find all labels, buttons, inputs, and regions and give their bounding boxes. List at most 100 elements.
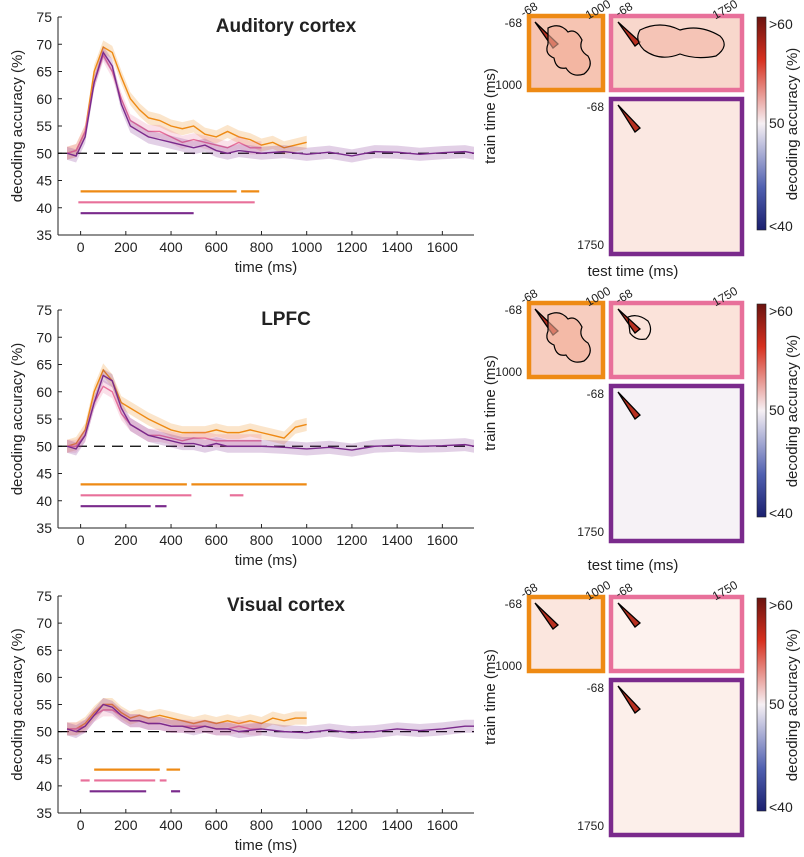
- x-tick-label: 0: [77, 532, 85, 548]
- y-tick-label: 40: [36, 493, 52, 509]
- colorbar-label: decoding accuracy (%): [784, 335, 801, 488]
- x-tick-label: 1400: [382, 532, 413, 548]
- colorbar: [756, 303, 767, 518]
- panel-title: Auditory cortex: [216, 16, 357, 37]
- y-tick-label: 45: [36, 173, 52, 189]
- series-orange-line: [66, 368, 307, 447]
- x-tick-label: 0: [77, 817, 85, 833]
- y-tick-label: 50: [36, 145, 52, 161]
- y-tick-label: 45: [36, 751, 52, 767]
- y-tick-label: 60: [36, 384, 52, 400]
- y-tick-label: 70: [36, 36, 52, 52]
- matrix-diagonal-purple: [617, 685, 641, 714]
- x-tick-label: 1600: [427, 239, 458, 255]
- colorbar-label: decoding accuracy (%): [784, 629, 801, 782]
- significance-contour-orange: [546, 312, 591, 363]
- series-purple-band: [67, 697, 474, 740]
- matrix-tick-label: -68: [505, 16, 523, 30]
- x-tick-label: 800: [250, 532, 274, 548]
- matrix-x-label: test time (ms): [588, 263, 679, 280]
- x-tick-label: 1000: [291, 239, 322, 255]
- y-tick-label: 70: [36, 329, 52, 345]
- y-tick-label: 55: [36, 118, 52, 134]
- matrix-tick-label: -68: [587, 681, 605, 695]
- y-tick-label: 60: [36, 91, 52, 107]
- x-tick-label: 200: [114, 239, 138, 255]
- significance-contour-pink: [637, 24, 725, 59]
- y-tick-label: 35: [36, 227, 52, 243]
- colorbar-tick: <40: [769, 799, 793, 815]
- matrix-tick-label: 1000: [495, 365, 522, 379]
- y-tick-label: 65: [36, 642, 52, 658]
- matrix-purple: [608, 96, 745, 257]
- colorbar-tick: >60: [769, 597, 793, 613]
- x-tick-label: 800: [250, 817, 274, 833]
- y-tick-label: 65: [36, 64, 52, 80]
- series-purple-line: [66, 374, 475, 451]
- series-orange-band: [67, 697, 307, 736]
- colorbar: [756, 16, 767, 231]
- x-tick-label: 1000: [291, 817, 322, 833]
- matrix-tick-label: 1000: [495, 659, 522, 673]
- y-axis-label: decoding accuracy (%): [9, 628, 26, 781]
- x-axis-label: time (ms): [235, 259, 298, 276]
- y-axis-label: decoding accuracy (%): [9, 50, 26, 203]
- x-tick-label: 0: [77, 239, 85, 255]
- colorbar-tick: 50: [769, 115, 785, 131]
- y-tick-label: 75: [36, 9, 52, 25]
- colorbar-tick: 50: [769, 402, 785, 418]
- colorbar-tick: >60: [769, 303, 793, 319]
- x-tick-label: 200: [114, 817, 138, 833]
- significance-contour-pink: [627, 315, 652, 340]
- matrix-pink: [608, 594, 745, 674]
- colorbar-tick: >60: [769, 16, 793, 32]
- x-tick-label: 600: [205, 817, 229, 833]
- y-tick-label: 45: [36, 466, 52, 482]
- x-tick-label: 600: [205, 239, 229, 255]
- x-tick-label: 400: [159, 817, 183, 833]
- matrix-tick-label: -68: [505, 597, 523, 611]
- series-pink-band: [67, 48, 262, 160]
- x-tick-label: 1000: [291, 532, 322, 548]
- x-tick-label: 1200: [336, 817, 367, 833]
- y-tick-label: 40: [36, 778, 52, 794]
- y-tick-label: 55: [36, 411, 52, 427]
- x-axis-label: time (ms): [235, 837, 298, 854]
- significance-contour-orange: [546, 25, 591, 76]
- y-tick-label: 35: [36, 805, 52, 821]
- series-pink-band: [67, 379, 262, 453]
- x-tick-label: 1400: [382, 239, 413, 255]
- x-tick-label: 600: [205, 532, 229, 548]
- matrix-diagonal-orange: [534, 602, 559, 630]
- matrix-diagonal-pink: [617, 21, 642, 47]
- series-orange-line: [66, 45, 307, 154]
- x-tick-label: 1200: [336, 532, 367, 548]
- colorbar: [756, 597, 767, 812]
- y-tick-label: 40: [36, 200, 52, 216]
- matrix-diagonal-purple: [617, 391, 641, 420]
- x-tick-label: 400: [159, 239, 183, 255]
- x-tick-label: 800: [250, 239, 274, 255]
- matrix-tick-label: -68: [587, 100, 605, 114]
- panel-title: Visual cortex: [227, 595, 345, 616]
- x-tick-label: 1200: [336, 239, 367, 255]
- matrix-diagonal-pink: [617, 602, 642, 628]
- y-tick-label: 60: [36, 669, 52, 685]
- series-purple-line: [66, 50, 475, 157]
- y-tick-label: 75: [36, 588, 52, 604]
- colorbar-tick: <40: [769, 505, 793, 521]
- series-purple-band: [67, 368, 474, 457]
- x-tick-label: 1600: [427, 817, 458, 833]
- y-tick-label: 75: [36, 302, 52, 318]
- matrix-tick-label: 1750: [577, 525, 604, 539]
- colorbar-label: decoding accuracy (%): [784, 48, 801, 201]
- x-tick-label: 1400: [382, 817, 413, 833]
- y-tick-label: 70: [36, 615, 52, 631]
- matrix-x-label: test time (ms): [588, 557, 679, 574]
- matrix-pink: [608, 300, 745, 380]
- matrix-y-label: train time (ms): [482, 68, 499, 164]
- x-tick-label: 1600: [427, 532, 458, 548]
- matrix-diagonal-purple: [617, 104, 641, 133]
- matrix-tick-label: -68: [587, 387, 605, 401]
